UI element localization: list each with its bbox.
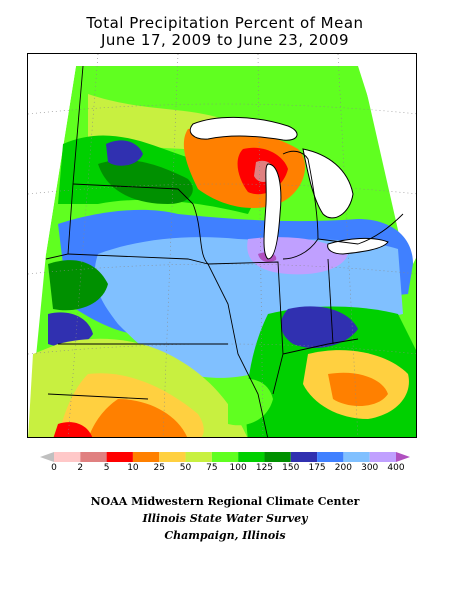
map-date-range: June 17, 2009 to June 23, 2009: [100, 31, 350, 49]
southwest-red-spot: [53, 422, 93, 437]
legend-swatch: [211, 452, 239, 462]
legend-tick-label: 175: [308, 463, 326, 473]
legend-swatch: [132, 452, 160, 462]
outside-region-ne: [358, 54, 416, 274]
legend-swatch-low-arrow: [40, 452, 54, 462]
legend-swatch: [317, 452, 344, 462]
outside-region-nw: [28, 54, 83, 259]
legend-tick-label: 25: [153, 463, 165, 473]
legend-tick-label: 0: [51, 463, 57, 473]
legend-swatch: [80, 452, 107, 462]
southeast-orange: [328, 372, 388, 406]
legend-swatch: [159, 452, 186, 462]
color-legend: [40, 452, 410, 462]
legend-swatch: [264, 452, 291, 462]
legend-tick-label: 75: [206, 463, 218, 473]
lake-michigan: [263, 163, 282, 260]
legend-tick-label: 10: [127, 463, 139, 473]
map-title: Total Precipitation Percent of Mean: [86, 14, 364, 32]
lake-huron: [302, 148, 354, 219]
legend-swatch: [343, 452, 370, 462]
credit-location: Champaign, Illinois: [164, 529, 286, 542]
legend-swatch: [369, 452, 396, 462]
north-deep-green: [98, 159, 193, 204]
north-blue-patch: [106, 140, 143, 166]
legend-tick-label: 200: [334, 463, 352, 473]
graticule: [28, 54, 416, 437]
legend-tick-label: 2: [77, 463, 84, 473]
legend-swatch: [290, 452, 318, 462]
west-dark-green: [48, 260, 108, 311]
legend-tick-label: 100: [229, 463, 247, 473]
west-blue: [48, 312, 93, 347]
central-light-blue: [94, 237, 404, 378]
legend-tick-label: 150: [282, 463, 300, 473]
lake-superior: [189, 117, 298, 141]
legend-tick-label: 50: [179, 463, 192, 473]
southeast-light-green: [228, 379, 273, 426]
credit-isws: Illinois State Water Survey: [142, 512, 308, 525]
southeast-blue: [281, 306, 358, 349]
legend-swatch: [238, 452, 265, 462]
legend-swatch: [106, 452, 133, 462]
legend-swatch: [54, 452, 81, 462]
legend-tick-label: 300: [361, 463, 379, 473]
precipitation-map: [27, 53, 417, 438]
legend-tick-label: 5: [103, 463, 110, 473]
legend-tick-label: 125: [255, 463, 274, 473]
map-canvas: [28, 54, 416, 437]
southwest-orange-deep: [88, 399, 188, 437]
legend-swatch-high-arrow: [396, 452, 410, 462]
michigan-outline: [282, 150, 404, 260]
legend-tick-label: 400: [387, 463, 405, 473]
state-boundaries: [45, 65, 359, 437]
credit-noaa: NOAA Midwestern Regional Climate Center: [90, 495, 360, 508]
legend-swatch: [185, 452, 212, 462]
